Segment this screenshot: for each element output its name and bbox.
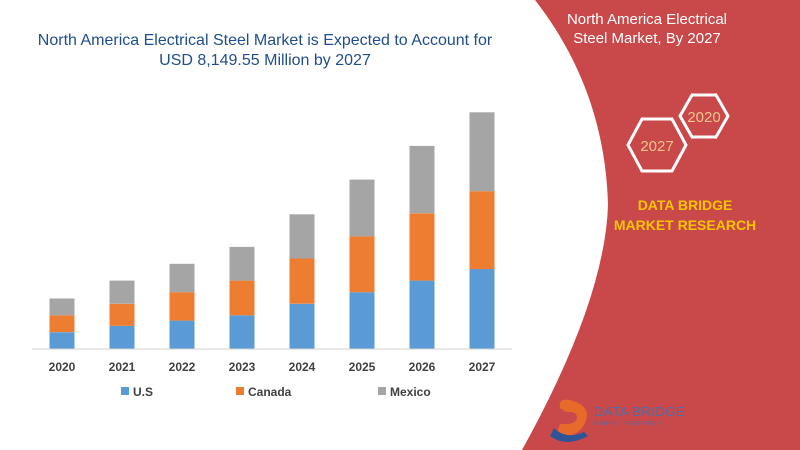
logo-subtitle: MARKET RESEARCH: [594, 421, 662, 427]
bar-segment-u-s-2027: [469, 269, 495, 349]
bar-segment-u-s-2022: [169, 320, 195, 349]
legend-label-canada: Canada: [248, 385, 292, 399]
legend-swatch-mexico: [378, 387, 386, 395]
data-bridge-logo-icon: [550, 399, 588, 442]
hexagon-2027-shape: [626, 117, 688, 173]
bar-segment-u-s-2024: [289, 303, 315, 349]
side-panel-shape: [522, 0, 800, 450]
hexagon-2020-shape: [678, 93, 730, 139]
bar-segment-canada-2020: [49, 315, 75, 333]
bar-segment-mexico-2027: [469, 112, 495, 192]
brand-name: DATA BRIDGE MARKET RESEARCH: [613, 197, 757, 233]
x-tick-label-2025: 2025: [349, 360, 376, 374]
legend-label-u-s: U.S: [133, 385, 153, 399]
bar-segment-u-s-2026: [409, 280, 435, 349]
bar-segment-mexico-2023: [229, 246, 255, 281]
bar-segment-u-s-2021: [109, 325, 135, 349]
x-tick-label-2026: 2026: [409, 360, 436, 374]
bar-segment-canada-2023: [229, 280, 255, 316]
x-tick-label-2023: 2023: [229, 360, 256, 374]
bar-segment-canada-2022: [169, 292, 195, 321]
bar-segment-mexico-2021: [109, 280, 135, 304]
bar-segment-canada-2027: [469, 191, 495, 270]
x-tick-label-2020: 2020: [49, 360, 76, 374]
bar-segment-mexico-2020: [49, 298, 75, 316]
hexagon-2020-label: 2020: [687, 109, 720, 126]
bar-segment-mexico-2022: [169, 263, 195, 293]
x-tick-label-2027: 2027: [469, 360, 496, 374]
bar-segment-canada-2024: [289, 258, 315, 304]
legend-swatch-u-s: [121, 387, 129, 395]
bar-segment-u-s-2025: [349, 292, 375, 349]
x-tick-label-2024: 2024: [289, 360, 316, 374]
bar-segment-u-s-2020: [49, 332, 75, 349]
bar-segment-canada-2025: [349, 236, 375, 293]
legend-label-mexico: Mexico: [390, 385, 431, 399]
chart-title: North America Electrical Steel Market is…: [37, 32, 493, 69]
bar-segment-mexico-2024: [289, 214, 315, 259]
side-panel-title: North America Electrical Steel Market, B…: [566, 11, 728, 47]
logo-name: DATA BRIDGE: [594, 404, 685, 419]
bar-segment-canada-2026: [409, 213, 435, 281]
bar-segment-mexico-2026: [409, 145, 435, 214]
bar-segment-mexico-2025: [349, 179, 375, 237]
bar-segment-u-s-2023: [229, 315, 255, 349]
bar-segment-canada-2021: [109, 303, 135, 326]
x-tick-label-2021: 2021: [109, 360, 136, 374]
x-tick-label-2022: 2022: [169, 360, 196, 374]
legend-swatch-canada: [236, 387, 244, 395]
hexagon-2027-label: 2027: [640, 138, 673, 155]
